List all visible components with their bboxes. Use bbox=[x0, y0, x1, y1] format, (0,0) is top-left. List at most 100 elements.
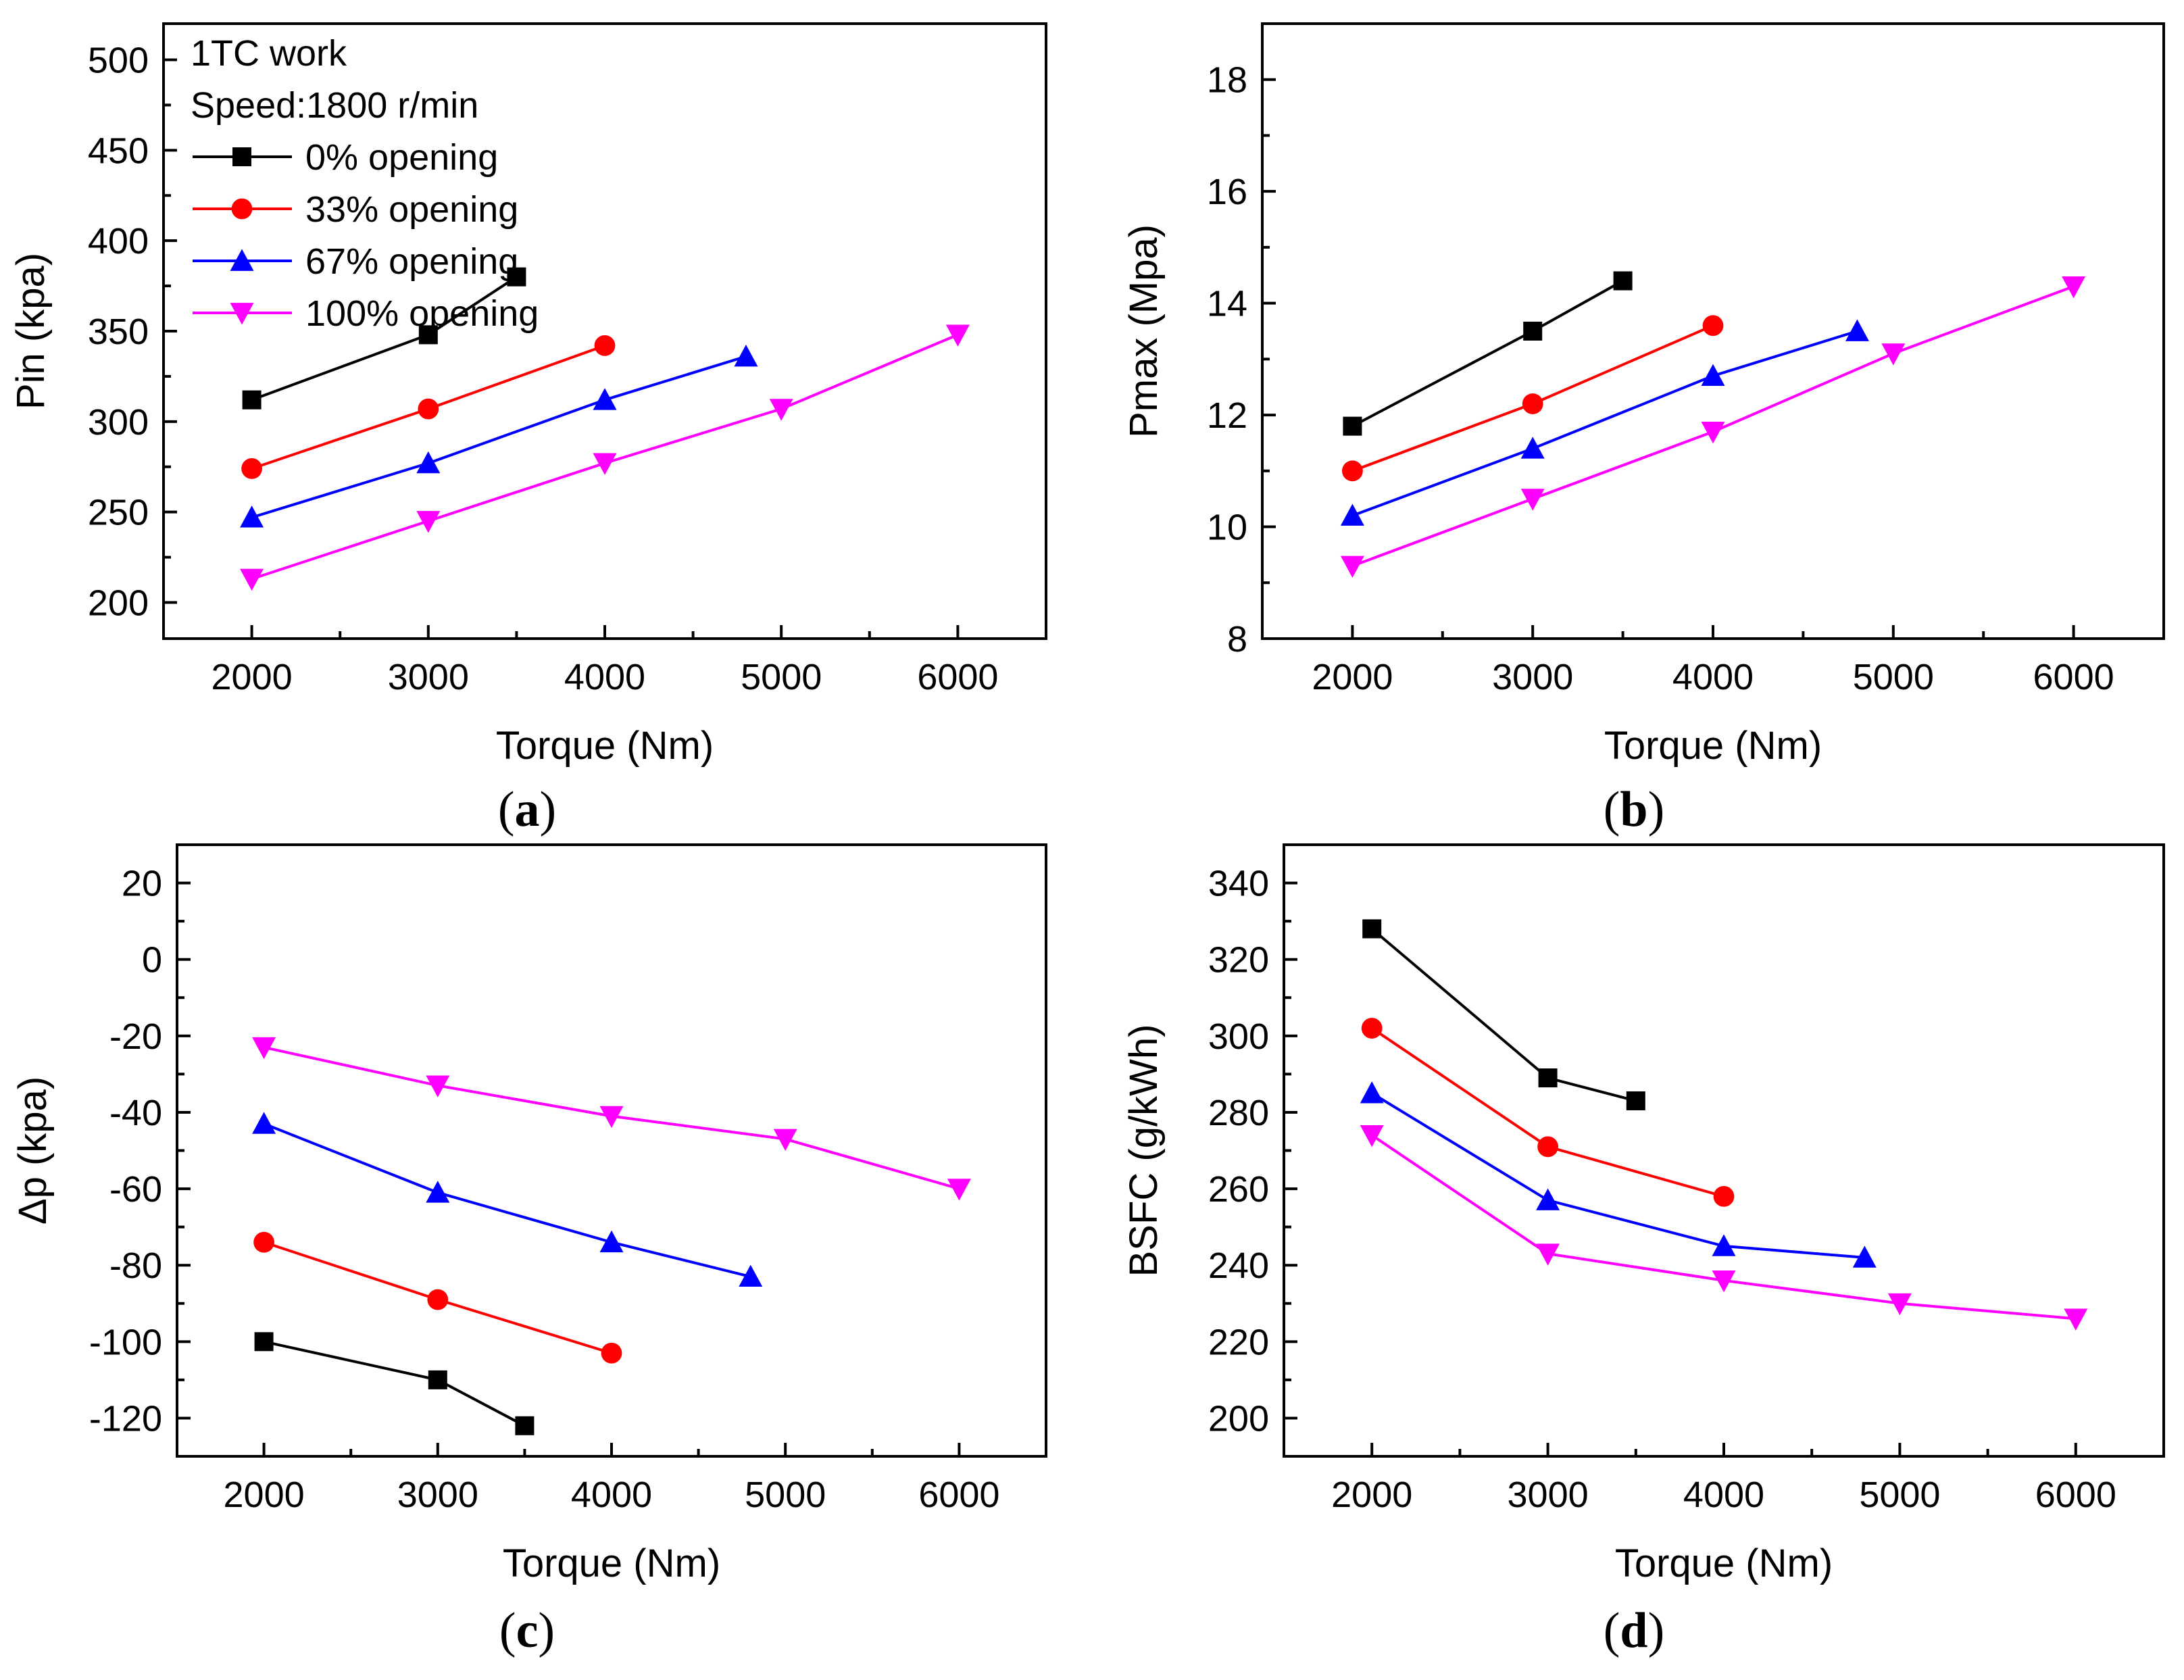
x-tick-label: 4000 bbox=[1683, 1475, 1764, 1515]
series-100-opening bbox=[240, 324, 970, 591]
data-point bbox=[739, 1264, 763, 1287]
data-point bbox=[254, 1332, 274, 1352]
x-axis-title: Torque (Nm) bbox=[503, 1541, 720, 1585]
legend-label: 0% opening bbox=[305, 137, 498, 178]
y-tick-label: 340 bbox=[1208, 864, 1269, 904]
y-tick-label: 300 bbox=[1208, 1016, 1269, 1057]
data-point bbox=[1702, 315, 1724, 337]
data-point bbox=[240, 568, 264, 591]
data-point bbox=[947, 1179, 971, 1201]
x-tick-label: 3000 bbox=[388, 657, 469, 697]
x-axis-title: Torque (Nm) bbox=[1604, 724, 1822, 768]
data-point bbox=[1360, 1081, 1384, 1104]
y-tick-label: 450 bbox=[88, 130, 149, 171]
y-tick-label: 200 bbox=[88, 583, 149, 623]
data-point bbox=[599, 1106, 624, 1129]
y-tick-label: -60 bbox=[109, 1169, 162, 1210]
y-tick-label: -80 bbox=[109, 1245, 162, 1286]
series-100-opening bbox=[1360, 1125, 2088, 1331]
plot-frame bbox=[1283, 843, 2165, 1458]
data-point bbox=[1360, 1125, 1384, 1147]
data-point bbox=[428, 1370, 447, 1389]
legend-marker bbox=[230, 303, 254, 325]
data-point bbox=[2062, 276, 2086, 299]
data-point bbox=[1522, 393, 1543, 414]
series-line bbox=[1371, 1091, 1865, 1259]
series-0-opening bbox=[242, 267, 526, 410]
data-point bbox=[1362, 919, 1382, 939]
data-point bbox=[1852, 1245, 1877, 1268]
data-point bbox=[1845, 319, 1869, 341]
data-point bbox=[1538, 1068, 1558, 1088]
y-tick-label: 0 bbox=[142, 940, 162, 981]
data-point bbox=[1887, 1293, 1912, 1316]
data-point bbox=[593, 453, 617, 475]
series-67-opening bbox=[1360, 1081, 1877, 1268]
data-point bbox=[1520, 489, 1545, 511]
legend-marker bbox=[230, 249, 254, 271]
series-line bbox=[1351, 279, 1624, 428]
x-tick-label: 5000 bbox=[1859, 1475, 1940, 1515]
data-point bbox=[253, 1231, 274, 1253]
x-tick-label: 2000 bbox=[212, 657, 293, 697]
data-point bbox=[1536, 1243, 1560, 1266]
data-point bbox=[240, 505, 264, 528]
series-line bbox=[1351, 330, 1858, 517]
y-tick-label: 320 bbox=[1208, 940, 1269, 981]
plot-frame bbox=[176, 843, 1047, 1458]
data-point bbox=[593, 388, 617, 410]
chart-panel-a: 2000 3000 4000 5000 6000 200 250 300 350 400 450 50… bbox=[9, 22, 1047, 837]
y-tick-label: -20 bbox=[109, 1016, 162, 1057]
series-line bbox=[1370, 927, 1637, 1102]
data-point bbox=[252, 1037, 276, 1060]
data-point bbox=[773, 1129, 797, 1152]
data-point bbox=[426, 1181, 450, 1203]
data-point bbox=[1537, 1136, 1559, 1158]
data-point bbox=[945, 324, 970, 347]
y-tick-label: 18 bbox=[1207, 60, 1247, 101]
data-point bbox=[601, 1342, 622, 1364]
data-point bbox=[1626, 1091, 1645, 1110]
chart-panel-c: 2000 3000 4000 5000 6000 -120 -100 -80 -60 -40 -20… bbox=[11, 843, 1047, 1658]
data-point bbox=[242, 390, 262, 410]
y-tick-label: 20 bbox=[122, 864, 162, 904]
data-point bbox=[426, 1075, 450, 1097]
x-tick-label: 4000 bbox=[571, 1475, 652, 1515]
data-point bbox=[769, 399, 793, 421]
series-33-opening bbox=[241, 335, 616, 479]
data-point bbox=[1523, 322, 1543, 341]
y-tick-label: 280 bbox=[1208, 1093, 1269, 1133]
x-tick-label: 2000 bbox=[1312, 657, 1393, 697]
y-tick-label: 260 bbox=[1208, 1169, 1269, 1210]
y-tick-label: 400 bbox=[88, 221, 149, 262]
legend-marker bbox=[231, 198, 253, 220]
series-0-opening bbox=[254, 1332, 535, 1435]
x-tick-label: 6000 bbox=[918, 1475, 999, 1515]
x-axis-title: Torque (Nm) bbox=[496, 724, 714, 768]
panel-label: (c) bbox=[499, 1603, 555, 1658]
series-100-opening bbox=[1340, 276, 2086, 578]
series-33-opening bbox=[1342, 315, 1724, 482]
y-tick-label: -100 bbox=[89, 1322, 162, 1362]
y-tick-label: 16 bbox=[1207, 172, 1247, 212]
x-tick-label: 4000 bbox=[564, 657, 645, 697]
data-point bbox=[416, 511, 441, 533]
data-point bbox=[515, 1416, 535, 1435]
data-point bbox=[1340, 503, 1364, 526]
series-67-opening bbox=[1340, 319, 1869, 526]
series-line bbox=[263, 1122, 751, 1279]
data-point bbox=[416, 451, 441, 474]
y-tick-label: -120 bbox=[89, 1398, 162, 1439]
x-tick-label: 5000 bbox=[745, 1475, 826, 1515]
x-tick-label: 6000 bbox=[917, 657, 998, 697]
data-point bbox=[1613, 271, 1633, 291]
data-point bbox=[252, 1112, 276, 1134]
series-33-opening bbox=[1361, 1018, 1735, 1207]
x-axis-title: Torque (Nm) bbox=[1615, 1541, 1833, 1585]
series-0-opening bbox=[1362, 919, 1645, 1110]
y-tick-label: 300 bbox=[88, 402, 149, 443]
panel-label: (d) bbox=[1604, 1603, 1664, 1658]
y-axis-title: BSFC (g/kWh) bbox=[1122, 1024, 1166, 1277]
panel-label: (b) bbox=[1604, 782, 1664, 837]
